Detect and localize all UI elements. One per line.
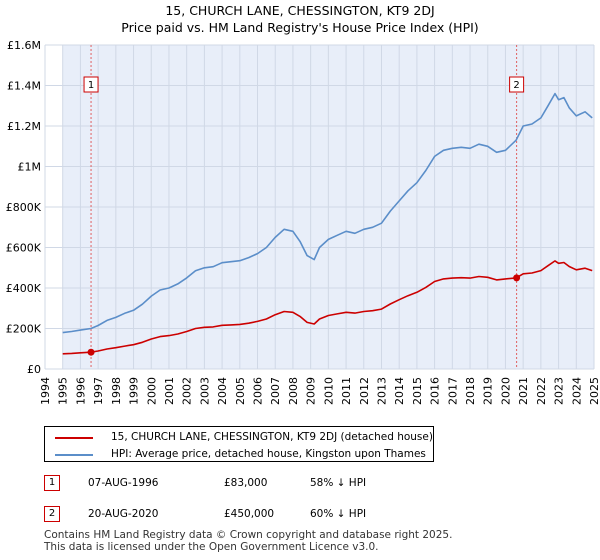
x-tick-label: 2017 — [446, 377, 459, 405]
x-tick-label: 2025 — [588, 377, 600, 405]
footer: Contains HM Land Registry data © Crown c… — [44, 529, 452, 553]
marker-label-box — [83, 76, 99, 93]
legend-swatch-property — [55, 437, 93, 439]
x-tick-label: 2006 — [252, 377, 265, 405]
x-tick-label: 2005 — [234, 377, 247, 405]
chart-title-line1: 15, CHURCH LANE, CHESSINGTON, KT9 2DJ — [165, 3, 435, 18]
x-tick-label: 2004 — [216, 377, 229, 405]
transaction-date: 20-AUG-2020 — [88, 508, 159, 520]
x-tick-label: 2021 — [517, 377, 530, 405]
marker-label: 1 — [88, 80, 94, 91]
y-tick-label: £400K — [6, 282, 42, 295]
x-tick-label: 2020 — [499, 377, 512, 405]
x-tick-label: 2022 — [535, 377, 548, 405]
y-tick-label: £200K — [6, 323, 42, 336]
transaction-date: 07-AUG-1996 — [88, 477, 159, 489]
y-tick-label: £0 — [27, 363, 41, 376]
sale-point — [87, 348, 95, 356]
x-tick-label: 2002 — [181, 377, 194, 405]
x-tick-label: 2013 — [375, 377, 388, 405]
x-tick-label: 2016 — [429, 377, 442, 405]
y-tick-label: £1.6M — [7, 39, 41, 52]
x-tick-label: 2011 — [340, 377, 353, 405]
x-tick-label: 1998 — [110, 377, 123, 405]
legend-label-property: 15, CHURCH LANE, CHESSINGTON, KT9 2DJ (d… — [111, 431, 433, 443]
x-tick-label: 2012 — [358, 377, 371, 405]
hpi-series-line — [62, 92, 593, 334]
footer-copyright: Contains HM Land Registry data © Crown c… — [44, 529, 453, 541]
y-tick-label: £800K — [6, 201, 42, 214]
chart-title-line2: Price paid vs. HM Land Registry's House … — [121, 20, 479, 35]
x-tick-label: 2009 — [305, 377, 318, 405]
y-tick-label: £1.4M — [7, 80, 41, 93]
x-tick-label: 2001 — [163, 377, 176, 405]
transaction-badge: 2 — [44, 506, 60, 522]
x-tick-label: 2014 — [393, 377, 406, 405]
transaction-badge: 1 — [44, 475, 60, 491]
legend: 15, CHURCH LANE, CHESSINGTON, KT9 2DJ (d… — [44, 426, 434, 462]
x-tick-label: 1997 — [92, 377, 105, 405]
x-tick-label: 1994 — [39, 377, 52, 405]
x-tick-label: 2018 — [464, 377, 477, 405]
x-tick-label: 2023 — [553, 377, 566, 405]
x-tick-label: 1996 — [74, 377, 87, 405]
x-tick-label: 2015 — [411, 377, 424, 405]
y-tick-label: £1.2M — [7, 120, 41, 133]
transaction-hpi-change: 60% ↓ HPI — [310, 508, 367, 520]
x-tick-label: 1999 — [128, 377, 141, 405]
transaction-price: £83,000 — [224, 477, 268, 489]
y-tick-label: £600K — [6, 242, 42, 255]
transaction-price: £450,000 — [224, 508, 275, 520]
footer-licence: This data is licensed under the Open Gov… — [44, 541, 379, 553]
transaction-hpi-change: 58% ↓ HPI — [310, 477, 367, 489]
legend-label-hpi: HPI: Average price, detached house, King… — [111, 448, 426, 460]
x-tick-label: 2019 — [482, 377, 495, 405]
x-tick-label: 1995 — [57, 377, 70, 405]
marker-label-box — [509, 76, 525, 93]
x-tick-label: 2007 — [269, 377, 282, 405]
x-tick-label: 2000 — [145, 377, 158, 405]
marker-label: 2 — [513, 80, 519, 91]
legend-swatch-hpi — [55, 454, 93, 456]
x-tick-label: 2024 — [570, 377, 583, 405]
property-series-line — [62, 260, 593, 355]
x-tick-label: 2010 — [322, 377, 335, 405]
price-chart: 1 2 £0 £200K £400K £600K £800K £1M £1.2M £1.4M £1… — [6, 39, 600, 405]
x-tick-label: 2008 — [287, 377, 300, 405]
sale-point — [513, 274, 521, 282]
x-tick-label: 2003 — [198, 377, 211, 405]
y-tick-label: £1M — [18, 161, 42, 174]
